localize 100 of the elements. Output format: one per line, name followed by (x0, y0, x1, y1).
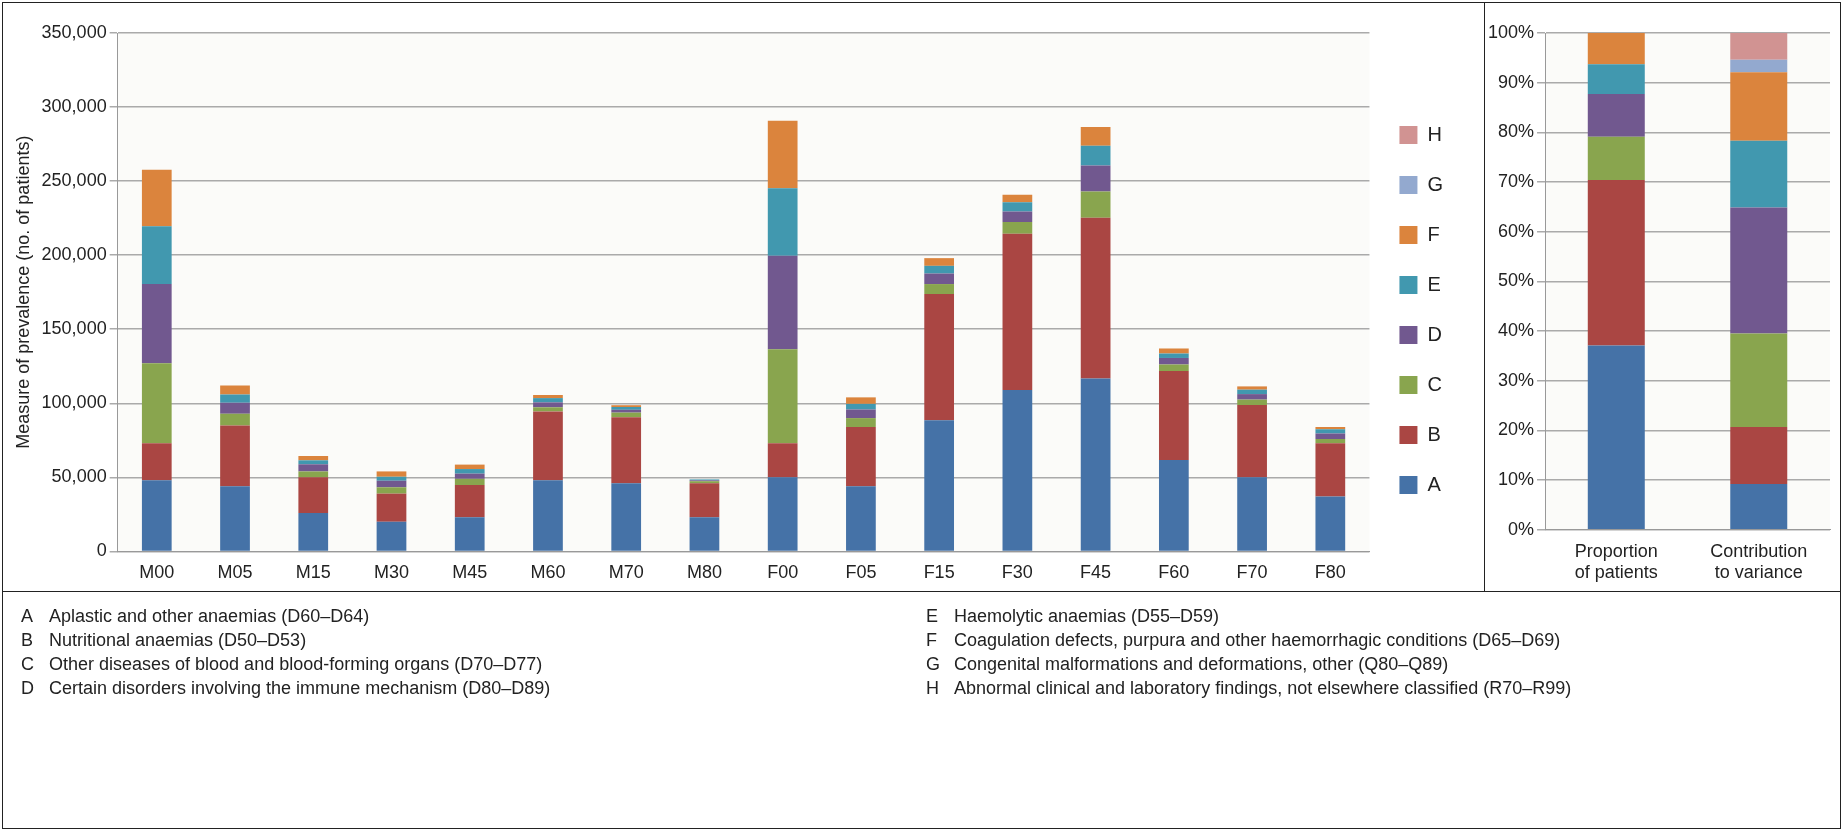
bar (1315, 429, 1346, 434)
bar (846, 403, 876, 410)
legend-label: E (1427, 272, 1441, 295)
y-tick-label: 200,000 (41, 244, 107, 265)
bar (533, 411, 563, 481)
bar (220, 425, 250, 487)
bar (924, 273, 955, 285)
bar (533, 398, 563, 403)
bar (298, 460, 329, 465)
bar (141, 363, 172, 444)
bar (1730, 140, 1788, 208)
bar (689, 517, 720, 551)
bar (1587, 33, 1645, 65)
bar (1158, 460, 1189, 551)
x-tick-label: F80 (1314, 562, 1346, 583)
text: C Other diseases of blood and blood-forming organs (D70–D77) (21, 654, 543, 675)
y-tick-label: 50% (1498, 270, 1535, 291)
x-tick-label: M45 (452, 562, 488, 583)
bar (533, 394, 563, 399)
bar (1730, 59, 1788, 73)
bar (924, 284, 955, 294)
y-tick-label: 60% (1498, 220, 1535, 241)
text: E Haemolytic anaemias (D55–D59) (926, 606, 1220, 627)
bar (846, 418, 876, 427)
y-tick-label: 350,000 (41, 21, 107, 42)
bar (1080, 126, 1111, 146)
bar (298, 471, 329, 478)
bar (1315, 443, 1346, 497)
bar (220, 394, 250, 403)
bar (611, 417, 642, 484)
x-tick-label: M70 (608, 562, 644, 583)
bar (1080, 217, 1111, 379)
bar (298, 456, 329, 461)
bar (767, 477, 798, 551)
bar (533, 402, 563, 408)
y-tick-label: 90% (1498, 71, 1535, 92)
bar (141, 169, 172, 227)
bar (1237, 477, 1267, 551)
bar (1315, 438, 1346, 444)
legend-label: C (1427, 372, 1442, 395)
bar (1730, 333, 1788, 427)
bar (611, 483, 642, 551)
legend-label: D (1427, 322, 1442, 345)
x-tick-label: Proportion of patients (1574, 540, 1658, 583)
legend-label: F (1427, 222, 1440, 245)
bar (1587, 94, 1645, 137)
bar (1237, 386, 1267, 390)
bar (298, 477, 329, 513)
bar (220, 486, 250, 551)
bar (141, 480, 172, 551)
bar (846, 409, 876, 419)
x-tick-label: Contribution to variance (1710, 540, 1808, 583)
y-tick-label: 300,000 (41, 96, 107, 117)
bar (1080, 191, 1111, 218)
y-tick-label: 100% (1487, 21, 1535, 42)
bar (376, 480, 407, 488)
x-tick-label: M30 (373, 562, 409, 583)
bar (846, 397, 876, 404)
x-tick-label: M60 (530, 562, 566, 583)
y-tick-label: 150,000 (41, 318, 107, 339)
bar (767, 188, 798, 256)
bar (1730, 426, 1788, 485)
bar (376, 476, 407, 481)
bar (533, 407, 563, 412)
y-tick-label: 250,000 (41, 170, 107, 191)
bar (1237, 405, 1267, 478)
legend-label: G (1427, 172, 1444, 195)
bar (1587, 64, 1645, 95)
bar (767, 443, 798, 478)
text: H Abnormal clinical and laboratory findings, not elsewhere classified (R70–R99) (926, 678, 1572, 699)
bar (376, 521, 407, 551)
x-tick-label: M80 (686, 562, 722, 583)
bar (298, 464, 329, 472)
bar (220, 413, 250, 426)
x-tick-label: F45 (1080, 562, 1112, 583)
text: D Certain disorders involving the immune mechanism (D80–D89) (21, 678, 551, 699)
bar (298, 512, 329, 551)
x-tick-label: M15 (295, 562, 331, 583)
bar (1002, 233, 1033, 390)
x-tick-label: F30 (1001, 562, 1033, 583)
y-tick-label: 30% (1498, 369, 1535, 390)
x-tick-label: F05 (845, 562, 877, 583)
bar (924, 420, 955, 551)
bar (1158, 357, 1189, 365)
bar (767, 120, 798, 189)
bar (1237, 399, 1267, 406)
bar (1730, 207, 1788, 334)
text: F Coagulation defects, purpura and other haemorrhagic conditions (D65–D69) (926, 630, 1561, 651)
text: G Congenital malformations and deformations, other (Q80–Q89) (926, 654, 1449, 675)
bar (141, 284, 172, 364)
y-tick-label: 20% (1498, 419, 1535, 440)
text: A Aplastic and other anaemias (D60–D64) (21, 606, 370, 627)
bar (1158, 371, 1189, 461)
text: B Nutritional anaemias (D50–D53) (21, 630, 307, 651)
bar (376, 493, 407, 522)
x-tick-label: F15 (923, 562, 955, 583)
y-tick-label: 0 (96, 540, 107, 561)
bar (846, 486, 876, 551)
x-tick-label: M00 (139, 562, 175, 583)
bar (1587, 180, 1645, 346)
